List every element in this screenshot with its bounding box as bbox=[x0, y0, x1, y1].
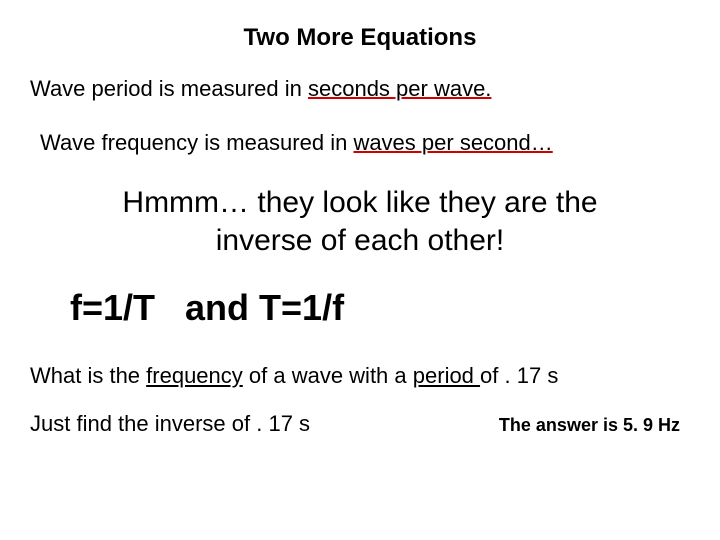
question-period-word: period bbox=[413, 363, 480, 388]
period-definition: Wave period is measured in seconds per w… bbox=[30, 76, 690, 102]
solution-row: Just find the inverse of . 17 s The answ… bbox=[30, 411, 690, 437]
observation-line2: inverse of each other! bbox=[216, 224, 505, 257]
equations-text: f=1/T and T=1/f bbox=[70, 287, 690, 329]
question-frequency-word: frequency bbox=[146, 363, 243, 388]
frequency-prefix: Wave frequency is measured in bbox=[40, 130, 353, 155]
solution-hint: Just find the inverse of . 17 s bbox=[30, 411, 310, 437]
period-prefix: Wave period is measured in bbox=[30, 76, 308, 101]
question-post: of . 17 s bbox=[480, 363, 558, 388]
frequency-definition: Wave frequency is measured in waves per … bbox=[40, 130, 690, 156]
slide-content: Two More Equations Wave period is measur… bbox=[0, 0, 720, 457]
example-question: What is the frequency of a wave with a p… bbox=[30, 363, 690, 389]
period-units: seconds per wave. bbox=[308, 76, 491, 101]
inverse-observation: Hmmm… they look like they are the invers… bbox=[30, 184, 690, 259]
question-mid: of a wave with a bbox=[243, 363, 413, 388]
slide-title: Two More Equations bbox=[30, 24, 690, 52]
question-pre: What is the bbox=[30, 363, 146, 388]
frequency-units: waves per second… bbox=[353, 130, 552, 155]
solution-answer: The answer is 5. 9 Hz bbox=[499, 415, 680, 436]
observation-line1: Hmmm… they look like they are the bbox=[122, 186, 597, 219]
